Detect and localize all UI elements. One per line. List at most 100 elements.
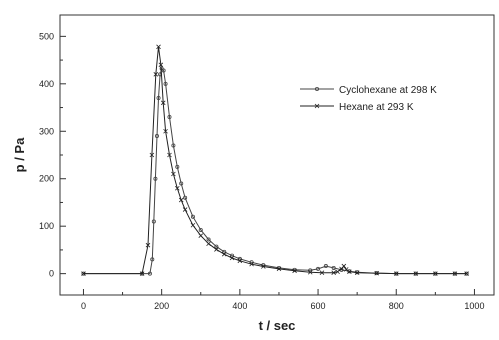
x-marker-stroke <box>261 264 266 269</box>
y-tick-label: 200 <box>39 174 54 184</box>
data-point <box>158 62 164 68</box>
y-tick-label: 0 <box>49 269 54 279</box>
data-point <box>190 222 196 228</box>
data-point <box>154 134 159 139</box>
x-marker-stroke <box>331 270 336 275</box>
data-point <box>343 267 349 272</box>
series-line-2 <box>83 46 467 275</box>
legend-marker <box>314 87 319 92</box>
y-tick-label: 500 <box>39 31 54 41</box>
x-marker-stroke <box>433 271 438 276</box>
x-marker-stroke <box>145 242 151 248</box>
data-point <box>150 257 155 262</box>
legend: Cyclohexane at 298 K Hexane at 293 K <box>300 85 437 113</box>
data-point <box>335 269 340 275</box>
data-point <box>175 185 180 191</box>
x-marker-stroke <box>160 100 166 106</box>
data-point <box>178 197 184 203</box>
x-marker-stroke <box>452 271 458 276</box>
data-point <box>292 267 297 272</box>
data-point <box>331 265 336 270</box>
data-point <box>81 271 86 276</box>
data-point <box>214 247 219 252</box>
data-point <box>307 269 313 275</box>
data-point <box>354 270 360 275</box>
x-marker-stroke <box>171 171 176 177</box>
data-point <box>156 96 161 101</box>
y-tick-label: 100 <box>39 221 54 231</box>
x-marker-stroke <box>81 271 86 276</box>
x-marker-stroke <box>464 271 469 276</box>
data-point <box>206 237 211 242</box>
data-point <box>139 271 145 276</box>
y-axis: 0 100 200 300 400 500 <box>39 31 66 279</box>
x-marker-stroke <box>307 269 313 275</box>
data-point <box>347 269 352 275</box>
data-point <box>237 258 243 264</box>
data-point <box>163 81 168 86</box>
data-point <box>276 265 281 270</box>
data-point <box>464 271 469 276</box>
data-point <box>276 266 282 272</box>
data-point <box>161 68 166 73</box>
x-tick-label: 0 <box>81 301 86 311</box>
x-marker-stroke <box>335 269 340 275</box>
x-marker-stroke <box>163 128 168 134</box>
data-point <box>149 152 155 158</box>
data-point <box>156 44 161 50</box>
data-point <box>153 176 158 181</box>
legend-label: Hexane at 293 K <box>339 102 414 113</box>
data-point <box>214 244 219 249</box>
data-point <box>261 264 266 269</box>
data-point <box>292 268 297 274</box>
data-point <box>167 115 172 120</box>
data-point <box>171 143 176 148</box>
data-point <box>331 270 336 275</box>
x-marker-stroke <box>347 269 352 275</box>
legend-marker <box>314 103 320 109</box>
x-axis: 0 200 400 600 800 1000 <box>81 289 484 311</box>
x-marker-stroke <box>413 271 419 276</box>
x-marker-stroke <box>156 44 161 50</box>
data-point <box>413 271 419 276</box>
x-marker-stroke <box>249 261 254 267</box>
data-point <box>452 271 458 276</box>
data-point <box>183 195 188 200</box>
data-point <box>222 249 227 254</box>
y-tick-label: 300 <box>39 126 54 136</box>
data-point <box>198 227 203 232</box>
data-point <box>229 255 235 261</box>
x-marker-stroke <box>292 268 297 274</box>
x-marker-stroke <box>276 266 282 272</box>
x-marker-stroke <box>190 222 196 228</box>
x-marker-stroke <box>374 270 379 276</box>
data-point <box>163 128 168 134</box>
legend-label: Cyclohexane at 298 K <box>339 85 437 96</box>
x-marker-stroke <box>198 233 204 238</box>
data-point <box>221 251 227 257</box>
x-marker-stroke <box>175 185 180 191</box>
data-point <box>179 181 184 186</box>
x-marker-stroke <box>139 271 145 276</box>
x-marker-stroke <box>214 247 219 252</box>
x-tick-label: 400 <box>232 301 247 311</box>
x-tick-label: 1000 <box>464 301 484 311</box>
data-point <box>433 271 438 276</box>
x-marker-stroke <box>343 267 349 272</box>
data-point <box>316 266 321 271</box>
x-axis-label: t / sec <box>259 318 296 333</box>
x-marker-stroke <box>393 271 399 276</box>
x-marker-stroke <box>167 152 172 158</box>
x-marker-stroke <box>149 152 155 158</box>
data-point <box>151 219 156 224</box>
data-point <box>190 214 195 219</box>
x-marker-stroke <box>314 103 320 109</box>
data-point <box>182 207 188 212</box>
data-point <box>319 270 325 275</box>
x-marker-stroke <box>221 251 227 257</box>
x-marker-stroke <box>178 197 184 203</box>
data-point <box>160 100 166 106</box>
data-point <box>230 253 235 258</box>
data-point <box>153 72 159 77</box>
